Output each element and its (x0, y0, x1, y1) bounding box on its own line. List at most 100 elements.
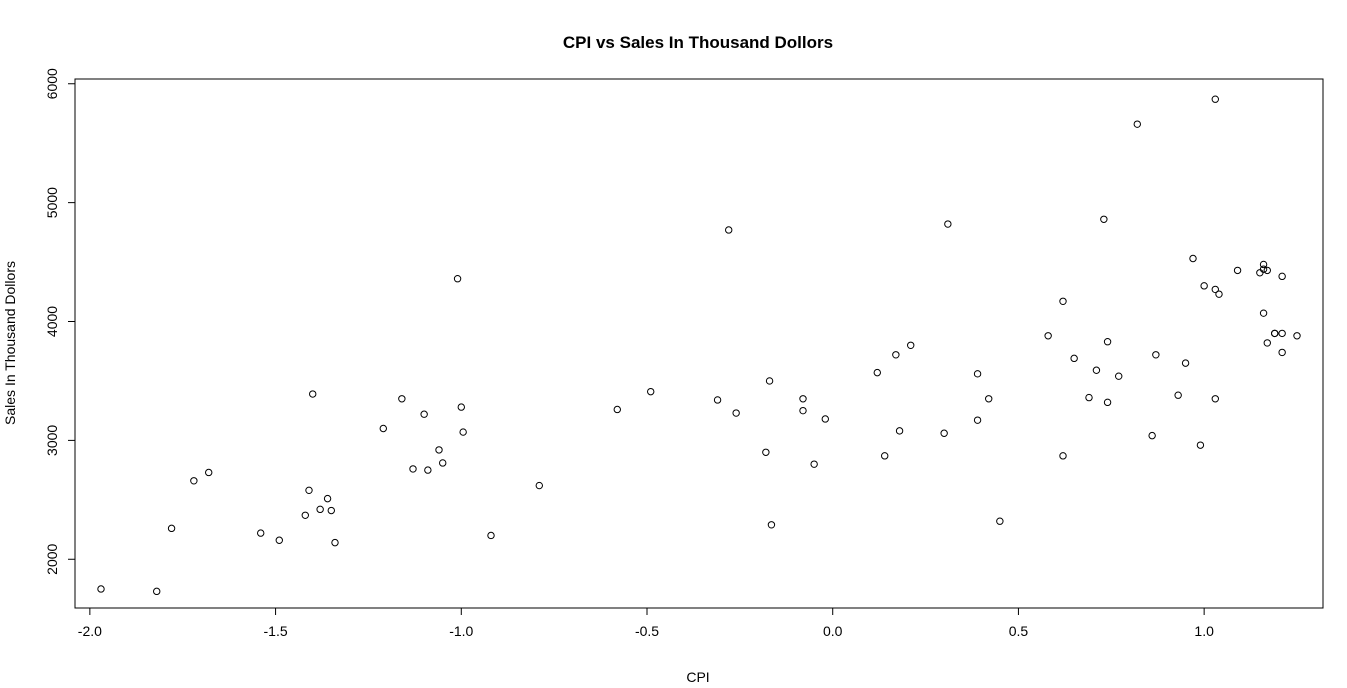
x-tick-label: 0.5 (1009, 623, 1029, 639)
data-point (453, 275, 462, 283)
data-point (331, 538, 339, 547)
data-point (1059, 452, 1067, 460)
data-point (732, 409, 740, 417)
data-point (907, 341, 915, 349)
data-point (1133, 120, 1141, 128)
data-point (301, 511, 309, 519)
data-point (940, 429, 948, 437)
data-point (873, 368, 881, 377)
data-point (1278, 348, 1286, 357)
chart-title: CPI vs Sales In Thousand Dollors (563, 33, 833, 52)
data-point (457, 403, 465, 411)
data-point (1044, 332, 1052, 340)
data-point (1196, 441, 1205, 449)
x-tick-label: -1.5 (264, 623, 288, 639)
data-point (1189, 254, 1197, 263)
data-point (1211, 285, 1219, 294)
data-point (435, 446, 443, 454)
y-axis: 2000 3000 4000 5000 6000 (44, 68, 76, 575)
data-point (996, 517, 1004, 525)
data-point (973, 370, 982, 378)
data-point (323, 494, 332, 503)
y-tick-label: 4000 (44, 306, 60, 337)
data-point (1263, 266, 1271, 275)
data-point (409, 465, 417, 473)
data-point (1211, 95, 1219, 103)
data-point (1059, 297, 1067, 305)
data-point (1233, 266, 1242, 275)
data-point (190, 477, 198, 485)
data-point (1181, 359, 1190, 367)
data-point (1259, 265, 1268, 273)
x-axis: -2.0 -1.5 -1.0 -0.5 0.0 0.5 1.0 (78, 607, 1214, 639)
data-point (725, 226, 733, 234)
data-point (1100, 215, 1108, 223)
x-tick-label: -0.5 (635, 623, 659, 639)
data-point (379, 424, 387, 433)
data-point (257, 529, 265, 537)
y-tick-label: 6000 (44, 68, 60, 99)
data-point (895, 427, 904, 435)
data-point (973, 416, 982, 424)
data-point (153, 587, 161, 596)
data-point (1092, 366, 1101, 374)
data-point (1263, 339, 1271, 347)
data-point (1152, 351, 1160, 359)
data-point (1215, 290, 1223, 298)
y-tick-label: 5000 (44, 187, 60, 218)
data-point (1103, 338, 1112, 346)
data-point (420, 410, 428, 418)
data-point (316, 505, 324, 514)
data-point (765, 377, 774, 385)
data-point (398, 395, 406, 403)
data-point (944, 220, 952, 228)
data-point (892, 351, 900, 359)
data-point (487, 531, 495, 540)
data-point (821, 415, 829, 423)
data-point (799, 406, 807, 415)
data-point (1070, 354, 1078, 363)
y-tick-label: 2000 (44, 543, 60, 574)
data-point (305, 486, 313, 495)
data-point (1278, 272, 1286, 281)
data-point (1293, 332, 1301, 340)
data-point (1256, 269, 1264, 277)
data-point (1259, 309, 1268, 317)
data-point (1211, 395, 1219, 403)
x-axis-label: CPI (686, 669, 709, 685)
data-point (1278, 329, 1286, 338)
data-point (1085, 393, 1093, 402)
data-point (1174, 391, 1182, 399)
data-point (762, 448, 770, 456)
y-tick-label: 3000 (44, 425, 60, 456)
data-point (767, 521, 776, 529)
data-point (167, 524, 176, 533)
data-point (799, 395, 807, 403)
data-point (647, 387, 655, 396)
data-point (97, 585, 105, 593)
x-tick-label: 1.0 (1194, 623, 1214, 639)
data-point (1148, 431, 1156, 440)
data-points (97, 95, 1301, 596)
data-point (613, 405, 621, 414)
x-tick-label: -1.0 (449, 623, 473, 639)
x-tick-label: -2.0 (78, 623, 102, 639)
data-point (1103, 398, 1112, 407)
x-tick-label: 0.0 (823, 623, 843, 639)
data-point (459, 428, 467, 436)
data-point (881, 452, 889, 460)
data-point (205, 468, 213, 477)
data-point (1115, 372, 1123, 380)
data-point (1200, 282, 1208, 290)
y-axis-label: Sales In Thousand Dollors (2, 261, 18, 425)
data-point (713, 396, 722, 404)
data-point (810, 460, 818, 468)
data-point (309, 390, 317, 398)
plot-frame (74, 78, 1324, 609)
data-point (985, 395, 993, 403)
data-point (535, 481, 543, 490)
data-point (327, 506, 335, 515)
data-point (1259, 260, 1268, 269)
data-point (439, 459, 447, 467)
